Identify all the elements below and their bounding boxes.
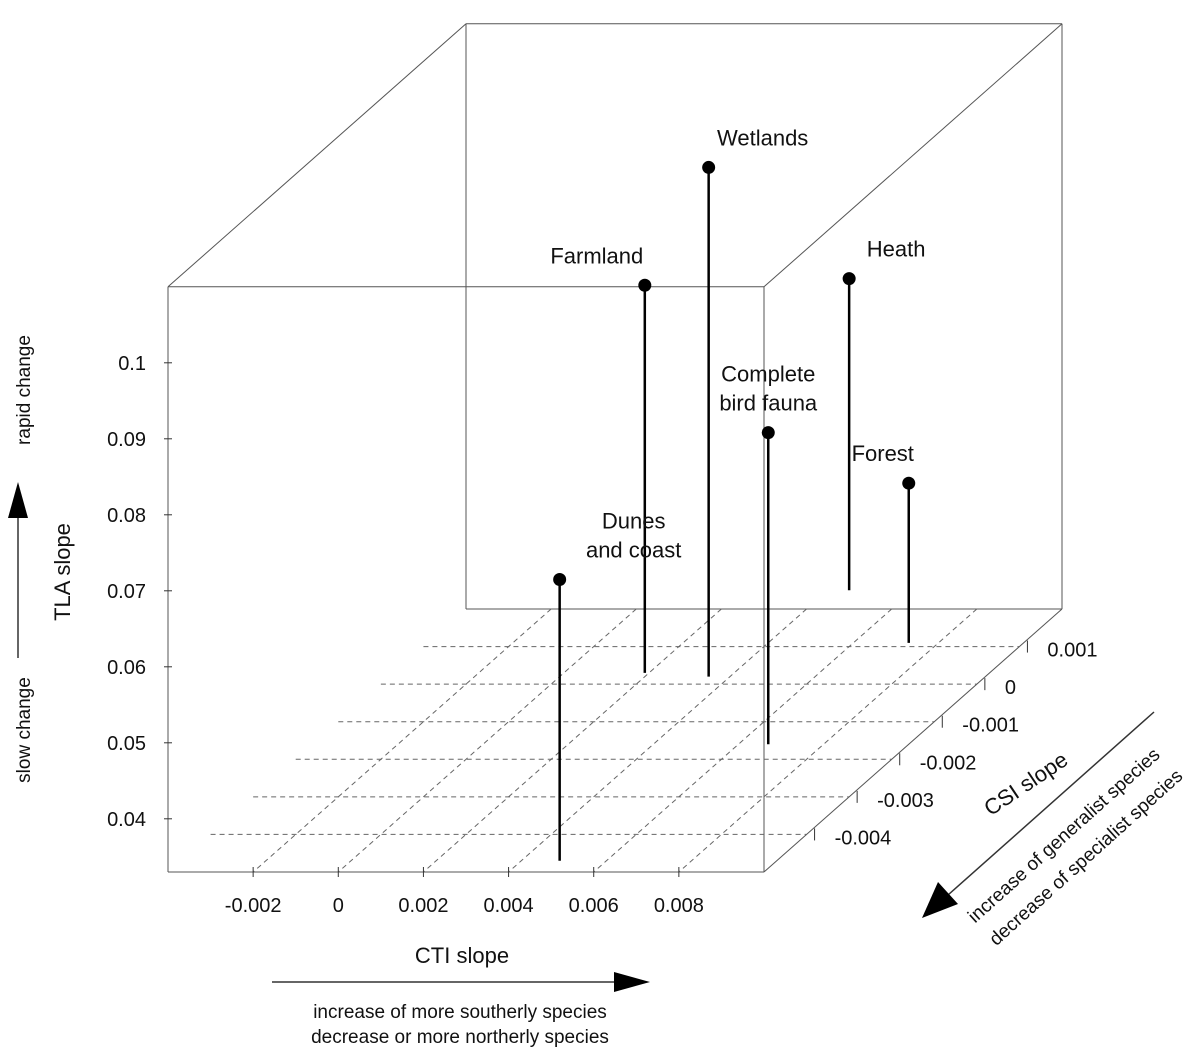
label-complete-bird-fauna-0: Complete [721, 362, 815, 387]
bounding-box [167, 23, 1063, 873]
x-tick-label-5: 0.008 [654, 895, 704, 917]
z-direction-arrow-head [922, 882, 958, 918]
y-axis-note-low: slow change [14, 677, 35, 783]
point-wetlands [702, 160, 716, 174]
y-tick-label-3: 0.07 [107, 581, 146, 603]
floor-grid [210, 608, 1020, 873]
z-tick-label-0: 0.001 [1047, 640, 1097, 662]
grid-line-x-3 [508, 608, 807, 873]
y-tick-label-4: 0.08 [107, 505, 146, 527]
label-heath-0: Heath [867, 237, 926, 262]
x-tick-label-3: 0.004 [484, 895, 534, 917]
label-dunes-and-coast-0: Dunes [602, 509, 666, 534]
y-tick-label-5: 0.09 [107, 429, 146, 451]
point-heath [842, 272, 856, 286]
label-complete-bird-fauna-1: bird fauna [719, 391, 818, 416]
y-tick-label-2: 0.06 [107, 657, 146, 679]
z-tick-label-2: -0.001 [962, 715, 1019, 737]
grid-line-x-1 [337, 608, 637, 873]
x-tick-label-0: -0.002 [225, 895, 282, 917]
x-tick-label-1: 0 [333, 895, 344, 917]
box-top-left [167, 23, 467, 288]
grid-line-x-2 [423, 608, 722, 873]
box-floor-right [763, 608, 1063, 873]
z-tick-label-3: -0.002 [920, 752, 977, 774]
z-tick-label-1: 0 [1005, 677, 1016, 699]
z-tick-label-5: -0.004 [835, 827, 892, 849]
y-axis-title: TLA slope [50, 523, 75, 621]
point-forest [902, 476, 916, 490]
x-axis-note-1: increase of more southerly species [313, 1002, 607, 1023]
x-direction-arrow-head [614, 972, 650, 992]
box-top-right [763, 23, 1063, 288]
z-tick-label-4: -0.003 [877, 790, 934, 812]
y-tick-label-6: 0.1 [118, 353, 146, 375]
point-complete-bird-fauna [761, 426, 775, 440]
z-direction-arrow-line [947, 711, 1155, 896]
point-dunes-and-coast [553, 573, 567, 587]
data-points: Wetlands Farmland Complete bird fauna Forest… [550, 125, 926, 861]
y-tick-label-0: 0.04 [107, 809, 146, 831]
label-wetlands-0: Wetlands [717, 125, 808, 150]
y-axis-note-high: rapid change [14, 335, 35, 445]
grid-line-x-0 [252, 608, 552, 873]
x-tick-label-4: 0.006 [569, 895, 619, 917]
grid-line-x-4 [593, 608, 893, 873]
axes: -0.002 0 0.002 0.004 0.006 0.008 0.04 0.05 0.06 0… [107, 353, 1097, 917]
y-tick-label-1: 0.05 [107, 733, 146, 755]
label-dunes-and-coast-1: and coast [586, 538, 681, 563]
x-axis-title: CTI slope [415, 943, 509, 968]
label-farmland-0: Farmland [550, 243, 643, 268]
grid-line-x-5 [678, 608, 978, 873]
label-forest-0: Forest [852, 441, 914, 466]
y-direction-arrow-head [8, 482, 28, 518]
point-farmland [638, 278, 652, 292]
x-axis-note-2: decrease or more northerly species [311, 1027, 609, 1048]
x-tick-label-2: 0.002 [398, 895, 448, 917]
z-axis-title: CSI slope [979, 747, 1072, 821]
